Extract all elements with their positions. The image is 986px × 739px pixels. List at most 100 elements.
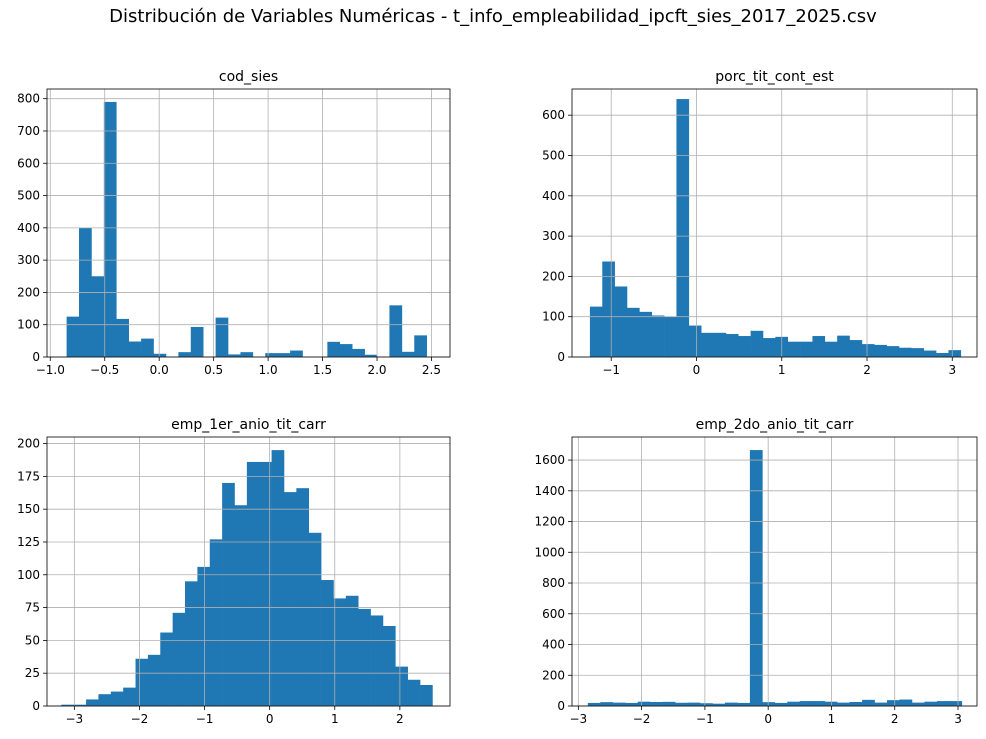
x-tick-label: 1 — [778, 363, 786, 377]
histogram-bar — [123, 687, 136, 706]
y-tick-label: 100 — [17, 568, 40, 582]
x-tick-label: 1 — [331, 712, 339, 726]
histogram-bar — [420, 685, 433, 706]
y-tick-label: 175 — [17, 469, 40, 483]
histogram-bar — [824, 341, 838, 357]
histogram-bar — [153, 353, 167, 357]
histogram-bar — [612, 702, 626, 706]
histogram-bar — [874, 344, 887, 357]
x-tick-label: 0 — [764, 712, 772, 726]
histogram-bar — [172, 612, 186, 706]
y-tick-label: 500 — [542, 148, 565, 162]
histogram-bar — [222, 482, 235, 706]
y-tick-label: 0 — [32, 350, 40, 364]
histogram-bar — [91, 276, 105, 357]
histogram-bar — [799, 701, 813, 706]
x-tick-label: 1.5 — [313, 363, 332, 377]
x-tick-label: 2 — [891, 712, 899, 726]
x-tick-label: 0 — [266, 712, 274, 726]
y-tick-label: 75 — [25, 601, 40, 615]
histogram-bar — [587, 702, 601, 706]
histogram-bar — [614, 286, 628, 357]
histogram-bar — [345, 595, 359, 706]
subplot-title: emp_1er_anio_tit_carr — [171, 417, 326, 433]
x-tick-label: 2 — [396, 712, 404, 726]
histogram-bar — [197, 566, 211, 706]
y-tick-label: 1200 — [534, 515, 565, 529]
histogram-bar — [687, 702, 701, 706]
x-tick-label: 0.0 — [150, 363, 169, 377]
histogram-bar — [185, 581, 198, 706]
y-tick-label: 200 — [542, 269, 565, 283]
histogram-bar — [234, 505, 248, 706]
x-tick-label: 0 — [693, 363, 701, 377]
axes-frame — [46, 88, 451, 358]
histogram-bar — [637, 701, 651, 706]
histogram-bar — [103, 101, 117, 357]
histogram-bar — [837, 335, 850, 357]
histogram-bar — [128, 341, 142, 357]
histogram-bar — [407, 679, 421, 706]
y-tick-label: 500 — [17, 189, 40, 203]
y-tick-label: 200 — [17, 437, 40, 451]
histogram-bar — [849, 702, 863, 706]
histogram-bar — [147, 654, 161, 706]
histogram-bar — [283, 492, 297, 706]
x-tick-label: 2 — [863, 363, 871, 377]
histogram-bar — [787, 701, 801, 706]
histogram-bar — [110, 691, 124, 706]
x-tick-label: 1.0 — [259, 363, 278, 377]
histogram-bar — [339, 344, 353, 357]
y-tick-label: 300 — [17, 253, 40, 267]
histogram-bar — [936, 352, 949, 357]
histogram-bar — [86, 699, 99, 706]
histogram-bar — [327, 341, 341, 357]
histogram-bar — [837, 702, 850, 706]
y-tick-label: 200 — [542, 668, 565, 682]
histogram-bar — [277, 353, 291, 357]
y-tick-label: 300 — [542, 229, 565, 243]
histogram-bar — [676, 99, 690, 357]
histogram-bar — [887, 700, 900, 706]
histogram-bar — [762, 702, 776, 706]
histogram-bar — [738, 336, 751, 357]
y-tick-label: 1000 — [534, 545, 565, 559]
histogram-bar — [271, 450, 285, 706]
x-tick-label: −3 — [569, 712, 587, 726]
subplot-emp-1er-anio-tit-carr: −3 −2 −1 0 1 2 0 25 50 75 100 125 150 175 200 emp_1er_a… — [17, 417, 451, 726]
subplot-title: cod_sies — [219, 69, 278, 85]
histogram-bar — [626, 307, 640, 357]
histogram-bar — [651, 315, 665, 357]
histogram-bar — [898, 347, 912, 357]
histogram-bar — [936, 701, 950, 706]
y-tick-label: 800 — [542, 576, 565, 590]
axes-frame — [571, 436, 978, 707]
histogram-bar — [650, 702, 663, 706]
histogram-bar — [160, 632, 173, 706]
histogram-bar — [228, 354, 241, 357]
y-tick-label: 0 — [32, 699, 40, 713]
histogram-bar — [135, 658, 149, 706]
y-tick-label: 800 — [17, 92, 40, 106]
histogram-bar — [911, 702, 925, 706]
x-tick-label: 3 — [948, 363, 956, 377]
histogram-bar — [737, 702, 751, 706]
x-tick-label: 2.5 — [422, 363, 441, 377]
histogram-bar — [923, 350, 937, 357]
histogram-bar — [141, 338, 154, 357]
x-tick-label: −2 — [633, 712, 651, 726]
y-tick-label: 1400 — [534, 484, 565, 498]
histogram-bar — [389, 305, 403, 357]
histogram-bar — [61, 704, 74, 706]
histogram-bar — [762, 338, 776, 357]
histogram-bar — [662, 701, 676, 706]
histogram-bar — [664, 316, 677, 357]
histogram-bar — [812, 336, 826, 357]
y-tick-label: 400 — [542, 189, 565, 203]
histogram-bar — [190, 326, 204, 357]
histogram-bar — [639, 311, 653, 357]
histogram-bar — [812, 701, 825, 706]
y-tick-label: 0 — [557, 350, 565, 364]
subplot-cod-sies: −1.0 −0.5 0.0 0.5 1.0 1.5 2.0 2.5 0 100 200 300 400 5… — [17, 69, 451, 377]
x-tick-label: −1 — [602, 363, 620, 377]
